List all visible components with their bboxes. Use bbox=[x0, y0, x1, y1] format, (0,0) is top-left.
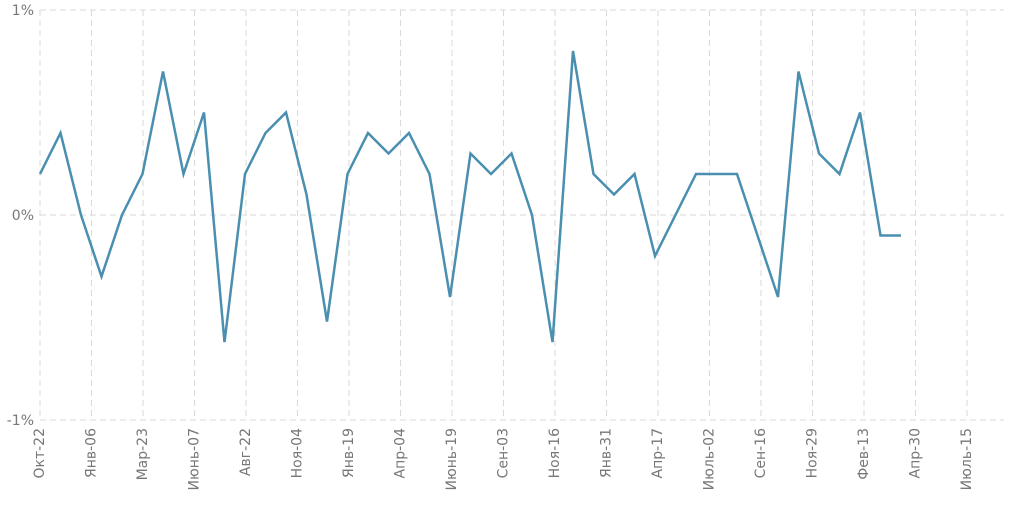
x-tick-label: Июль-15 bbox=[959, 428, 975, 490]
x-tick-label: Ноя-16 bbox=[547, 428, 563, 478]
x-tick-label: Апр-30 bbox=[908, 428, 924, 478]
x-tick-label: Авг-22 bbox=[238, 428, 254, 476]
series-layer bbox=[38, 50, 901, 343]
x-tick-label: Сен-16 bbox=[753, 428, 769, 479]
grid-lines bbox=[39, 9, 1004, 421]
x-tick-label: Апр-04 bbox=[393, 428, 409, 479]
x-tick-label: Фев-13 bbox=[856, 428, 872, 480]
x-axis-ticks: Окт-22 Янв-06 Мар-23 Июнь-07 Авг-22 Ноя-04 Янв… bbox=[32, 428, 975, 491]
x-tick-label: Окт-22 bbox=[32, 428, 48, 479]
x-tick-label: Июнь-19 bbox=[444, 428, 460, 491]
x-tick-label: Июнь-07 bbox=[187, 428, 203, 491]
x-tick-label: Июль-02 bbox=[702, 428, 718, 490]
x-tick-label: Ноя-29 bbox=[805, 428, 821, 478]
series-line bbox=[38, 50, 901, 343]
y-tick-label: 1% bbox=[12, 3, 34, 19]
x-tick-label: Мар-23 bbox=[135, 428, 151, 480]
x-tick-label: Янв-06 bbox=[84, 428, 100, 478]
x-tick-label: Апр-17 bbox=[650, 428, 666, 478]
y-tick-label: 0% bbox=[12, 208, 34, 224]
x-tick-label: Ноя-04 bbox=[290, 428, 306, 478]
y-tick-label: -1% bbox=[7, 413, 34, 429]
x-tick-label: Сен-03 bbox=[496, 428, 512, 478]
x-tick-label: Янв-31 bbox=[599, 428, 615, 478]
x-tick-label: Янв-19 bbox=[341, 428, 357, 478]
y-axis-ticks: 1% 0% -1% bbox=[7, 3, 34, 429]
